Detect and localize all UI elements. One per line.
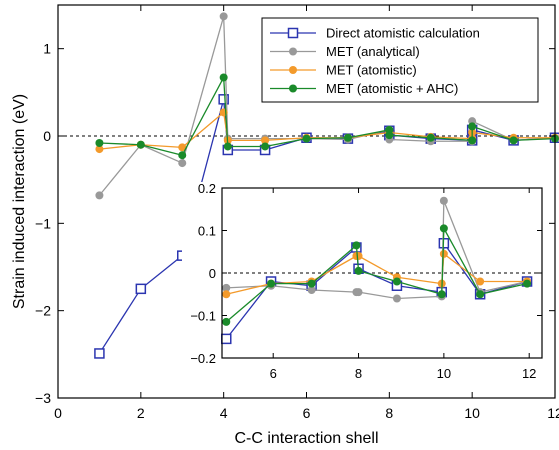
inset-series-met-atomistic-ahc-point [352, 241, 361, 250]
plot-frame [57, 4, 556, 399]
main-x-tick-label: 10 [464, 405, 480, 421]
inset-series-met-analytical-point [354, 288, 363, 297]
main-y-tick-label: 0 [43, 128, 51, 144]
main-series-met-atomistic-point [178, 143, 187, 152]
inset-y-axis-ticks: −0.2 −0.1 0 0.1 0.2 [190, 181, 542, 366]
inset-y-tick-label: −0.2 [190, 351, 216, 366]
inset-series-met-atomistic-ahc-point [523, 279, 532, 288]
inset-y-tick-label: −0.1 [190, 309, 216, 324]
inset-y-tick-label: 0.2 [198, 181, 216, 196]
legend-entry-met-atomistic-swatch-point [289, 66, 297, 74]
main-series-group [94, 12, 559, 359]
inset-background [182, 182, 548, 386]
inset-series-met-analytical-point [392, 294, 401, 303]
inset-series-met-atomistic-ahc-point [307, 279, 316, 288]
legend-entry-met-atomistic-label: MET (atomistic) [326, 63, 417, 78]
inset-series-met-atomistic-point [222, 290, 231, 299]
legend: Direct atomistic calculation MET (analyti… [261, 17, 539, 103]
main-series-met-analytical-point [219, 12, 228, 21]
inset-y-tick-label: 0.1 [198, 224, 216, 239]
main-x-tick-label: 0 [54, 405, 62, 421]
legend-entry-met-analytical-label: MET (analytical) [326, 44, 420, 59]
main-series-met-atomistic-ahc-point [426, 133, 435, 142]
main-series-met-atomistic-ahc-point [509, 136, 518, 145]
legend-entry-met-atomistic: MET (atomistic) [270, 63, 417, 78]
main-series-met-atomistic-ahc-point [261, 142, 270, 151]
main-series-met-atomistic-ahc-point [468, 122, 477, 131]
y-axis-ticks: −3 −2 −1 0 1 [35, 41, 555, 406]
inset-series-met-analytical-point [307, 286, 316, 294]
inset-series-met-analytical-line [226, 200, 528, 300]
main-x-tick-label: 4 [220, 405, 228, 421]
main-series-met-analytical-point [95, 191, 104, 200]
inset-series-met-atomistic-ahc-point [437, 290, 446, 299]
inset-series-met-atomistic-point [354, 252, 363, 260]
main-series-met-atomistic-ahc-point [219, 73, 228, 82]
legend-entry-direct-atomistic-calculation: Direct atomistic calculation [270, 26, 480, 41]
main-plot: 0 2 4 6 8 10 12 −3 −2 −1 0 1 [35, 4, 559, 421]
legend-entry-met-atomistic-ahc-label: MET (atomistic + AHC) [326, 81, 458, 96]
legend-entry-met-analytical: MET (analytical) [270, 44, 420, 59]
main-series-met-atomistic-ahc-point [223, 142, 232, 151]
main-series-met-atomistic-ahc-point [385, 131, 394, 140]
inset-series-met-atomistic-point [439, 249, 448, 258]
x-axis-title: C-C interaction shell [234, 430, 378, 447]
main-x-tick-label: 12 [547, 405, 559, 421]
inset-plot: 6 8 10 12 −0.2 −0.1 0 0.1 0.2 [182, 181, 548, 386]
legend-entry-met-atomistic-ahc-swatch-point [289, 84, 297, 93]
main-y-tick-label: 1 [43, 41, 51, 57]
inset-series-met-atomistic-ahc [222, 224, 532, 326]
main-series-met-atomistic-ahc-point [468, 136, 477, 145]
main-y-tick-label: −1 [35, 215, 51, 231]
main-series-direct-atomistic-calculation-point [218, 94, 229, 105]
inset-series-met-atomistic-ahc-point [476, 290, 485, 299]
main-series-met-atomistic-point [261, 136, 270, 145]
inset-series-met-atomistic-ahc-point [354, 266, 363, 275]
main-x-tick-label: 2 [137, 405, 145, 421]
inset-x-tick-label: 10 [437, 366, 451, 381]
inset-y-tick-label: 0 [209, 266, 216, 281]
main-series-direct-atomistic-calculation-point [94, 348, 105, 359]
main-series-met-atomistic-ahc-point [178, 151, 187, 160]
y-axis-title: Strain induced interaction (eV) [11, 94, 28, 309]
legend-entry-direct-atomistic-calculation-swatch-point [287, 27, 299, 39]
main-series-met-atomistic-ahc-point [343, 133, 352, 142]
main-series-met-atomistic-ahc-point [136, 140, 145, 149]
inset-x-tick-label: 8 [355, 366, 362, 381]
inset-frame [221, 187, 543, 359]
inset-series-met-atomistic-ahc-line [225, 227, 528, 323]
inset-series-met-analytical-point [222, 283, 231, 292]
legend-entry-direct-atomistic-calculation-label: Direct atomistic calculation [326, 26, 480, 41]
inset-series-met-analytical-point [439, 196, 448, 205]
inset-x-tick-label: 6 [270, 366, 277, 381]
main-y-tick-label: −2 [35, 303, 51, 319]
inset-series-met-atomistic-ahc-point [267, 279, 276, 288]
legend-entry-met-atomistic-ahc: MET (atomistic + AHC) [270, 81, 458, 96]
main-y-tick-label: −3 [35, 390, 51, 406]
main-series-met-atomistic-point [95, 145, 104, 154]
main-series-met-atomistic-ahc [95, 73, 559, 160]
inset-series-direct-atomistic-calculation-point [221, 333, 232, 345]
inset-x-tick-label: 12 [522, 366, 536, 381]
inset-series-met-atomistic-line [226, 253, 528, 295]
inset-x-axis-ticks: 6 8 10 12 [270, 188, 536, 381]
legend-entries: Direct atomistic calculation MET (analyti… [270, 26, 480, 96]
inset-series-met-atomistic-point [476, 277, 485, 286]
legend-entry-met-analytical-swatch-point [289, 47, 297, 56]
inset-series-met-atomistic-ahc-point [222, 317, 231, 326]
inset-series-met-atomistic-ahc-point [392, 277, 401, 286]
main-x-tick-label: 6 [303, 405, 311, 421]
main-series-direct-atomistic-calculation-point [135, 283, 147, 295]
main-series-met-atomistic-ahc-point [95, 138, 104, 147]
inset-series-group [221, 196, 533, 345]
main-series-met-analytical-point [178, 159, 187, 168]
main-series-met-atomistic-ahc-point [302, 134, 311, 143]
main-x-tick-label: 8 [385, 405, 393, 421]
inset-series-met-atomistic-ahc-point [439, 224, 448, 233]
